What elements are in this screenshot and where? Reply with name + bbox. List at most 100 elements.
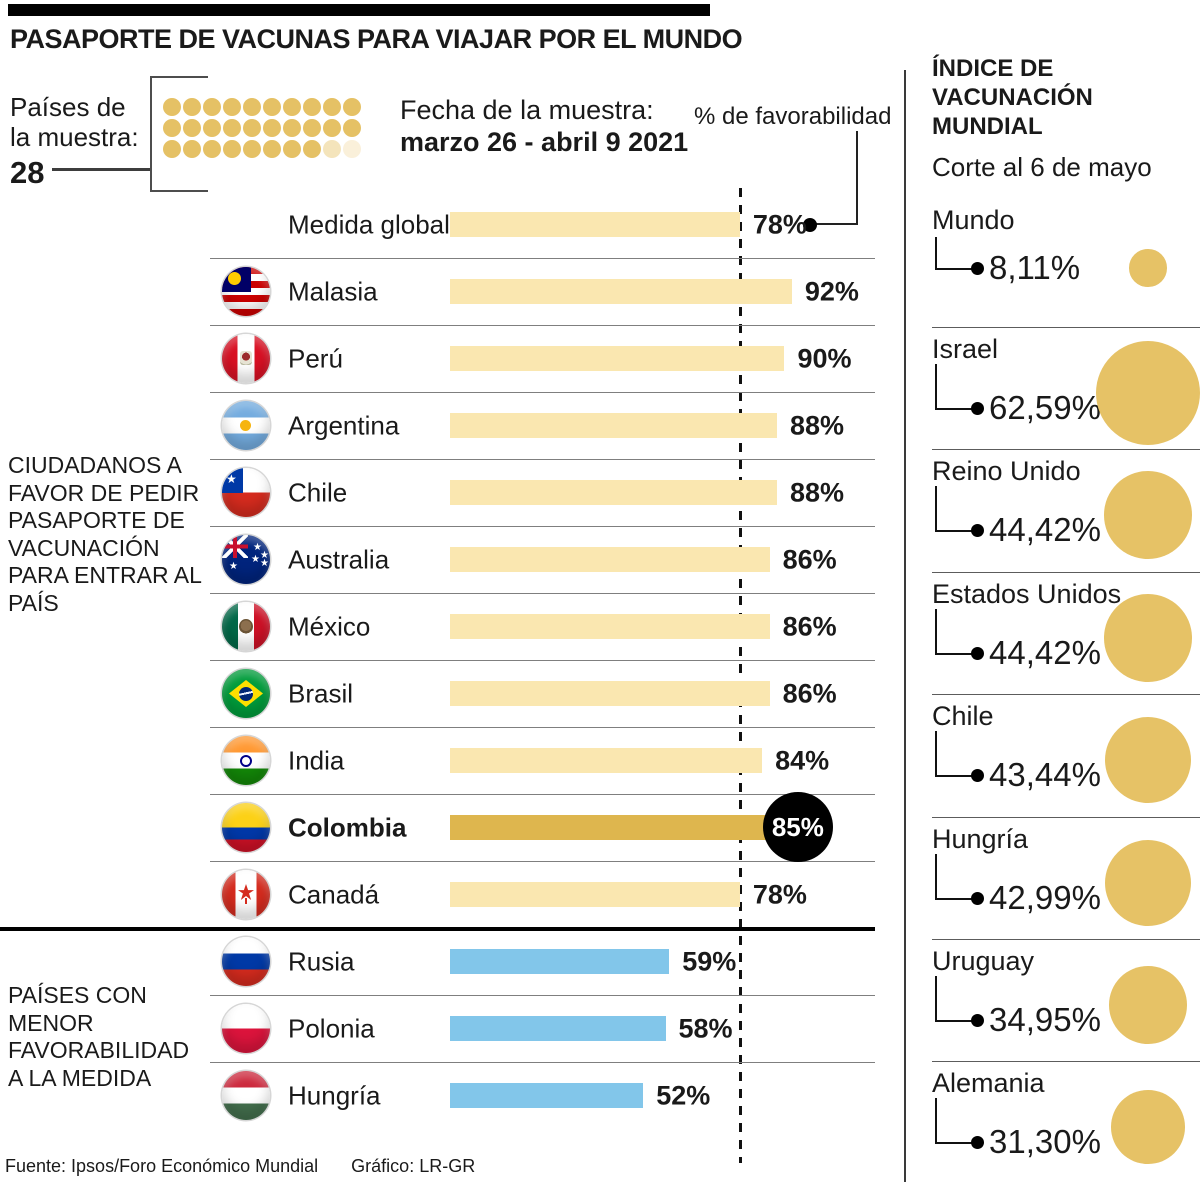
footer: Fuente: Ipsos/Foro Económico Mundial Grá… xyxy=(5,1156,503,1177)
entry-value-reino-unido: 44,42% xyxy=(989,511,1101,548)
bar-peru xyxy=(450,346,785,371)
vaccination-entry-chile: Chile 43,44% xyxy=(932,694,1200,818)
right-panel-title: ÍNDICE DE VACUNACIÓN MUNDIAL xyxy=(932,55,1093,140)
bar-malasia xyxy=(450,279,792,304)
bar-value-brasil: 86% xyxy=(782,678,837,708)
sample-dot xyxy=(263,119,281,137)
sample-dot xyxy=(183,119,201,137)
russia-flag-icon xyxy=(222,937,270,986)
hungary-flag-icon xyxy=(222,1071,270,1120)
sample-dot xyxy=(163,119,181,137)
entry-value-uruguay: 34,95% xyxy=(989,1001,1101,1038)
bar-label-medida-global: Medida global xyxy=(288,209,450,239)
vaccination-entry-mundo: Mundo 8,11% xyxy=(932,195,1200,327)
sample-dot xyxy=(343,119,361,137)
bar-row-mexico: México 86% xyxy=(210,593,875,661)
poland-flag-icon xyxy=(222,1004,270,1053)
bar-label-rusia: Rusia xyxy=(288,946,355,976)
entry-name-alemania: Alemania xyxy=(932,1068,1045,1098)
right-panel-divider xyxy=(904,70,906,1182)
vaccination-entry-reino-unido: Reino Unido 44,42% xyxy=(932,449,1200,573)
entry-value-chile: 43,44% xyxy=(989,756,1101,793)
sample-dot xyxy=(323,140,341,158)
bar-row-colombia: Colombia 85% xyxy=(210,792,875,862)
entry-connector-line-estados-unidos xyxy=(935,609,973,655)
entry-dot-israel xyxy=(971,401,984,415)
bar-value-argentina: 88% xyxy=(790,410,845,440)
vaccination-entry-israel: Israel 62,59% xyxy=(932,327,1200,450)
entry-circle-mundo xyxy=(1129,249,1167,287)
bar-hungria xyxy=(450,1083,644,1108)
bar-label-malasia: Malasia xyxy=(288,276,378,306)
bar-value-australia: 86% xyxy=(782,544,837,574)
sample-dot xyxy=(243,140,261,158)
footer-credit: Gráfico: LR-GR xyxy=(351,1156,476,1176)
argentina-flag-icon xyxy=(222,401,270,450)
sample-dots-bracket xyxy=(150,76,208,192)
bar-label-mexico: México xyxy=(288,611,371,641)
bar-row-medida-global: Medida global 78% xyxy=(210,191,875,259)
sample-dot xyxy=(303,119,321,137)
entry-name-hungria: Hungría xyxy=(932,824,1029,854)
entry-connector-line-reino-unido xyxy=(935,486,973,532)
entry-circle-chile xyxy=(1104,716,1192,804)
bar-row-polonia: Polonia 58% xyxy=(210,995,875,1063)
bar-row-rusia: Rusia 59% xyxy=(210,928,875,996)
right-panel-subtitle: Corte al 6 de mayo xyxy=(932,152,1152,182)
bar-row-australia: Australia 86% xyxy=(210,526,875,594)
sample-dot xyxy=(183,98,201,116)
sample-dot xyxy=(303,98,321,116)
bar-label-brasil: Brasil xyxy=(288,678,354,708)
colombia-flag-icon xyxy=(222,803,270,852)
footer-source: Fuente: Ipsos/Foro Económico Mundial xyxy=(5,1156,319,1176)
entry-circle-uruguay xyxy=(1109,966,1187,1044)
bar-value-mexico: 86% xyxy=(782,611,837,641)
title-accent-bar xyxy=(8,4,710,16)
bar-value-canada: 78% xyxy=(752,879,807,909)
sample-dot xyxy=(223,119,241,137)
sample-dot xyxy=(183,140,201,158)
bar-value-polonia: 58% xyxy=(678,1013,733,1043)
entry-name-reino-unido: Reino Unido xyxy=(932,456,1081,486)
favorability-annotation-dot xyxy=(803,218,817,232)
bar-mexico xyxy=(450,614,770,639)
entry-name-mundo: Mundo xyxy=(932,205,1015,235)
sample-dot xyxy=(263,98,281,116)
bar-canada xyxy=(450,882,740,907)
bar-row-hungria: Hungría 52% xyxy=(210,1062,875,1129)
entry-value-alemania: 31,30% xyxy=(989,1123,1101,1160)
entry-circle-israel xyxy=(1096,341,1200,445)
sample-size-label: Países de la muestra: 28 xyxy=(10,92,150,188)
bar-brasil xyxy=(450,681,770,706)
bar-label-peru: Perú xyxy=(288,343,343,373)
bar-value-india: 84% xyxy=(775,745,830,775)
bar-label-india: India xyxy=(288,745,345,775)
india-flag-icon xyxy=(222,736,270,785)
entry-dot-hungria xyxy=(971,891,984,905)
entry-connector-line-hungria xyxy=(935,854,973,900)
sample-dot xyxy=(203,98,221,116)
entry-connector-line-chile xyxy=(935,731,973,777)
bar-india xyxy=(450,748,763,773)
entry-circle-estados-unidos xyxy=(1104,594,1192,682)
bar-value-malasia: 92% xyxy=(804,276,859,306)
canada-flag-icon xyxy=(222,870,270,919)
bar-label-hungria: Hungría xyxy=(288,1080,381,1110)
entry-connector-line-uruguay xyxy=(935,976,973,1022)
entry-connector-line-mundo xyxy=(935,237,973,270)
page-title: PASAPORTE DE VACUNAS PARA VIAJAR POR EL … xyxy=(10,24,743,54)
bar-rusia xyxy=(450,949,670,974)
sample-size-count: 28 xyxy=(10,155,45,190)
sample-date: Fecha de la muestra: marzo 26 - abril 9 … xyxy=(400,94,688,158)
entry-name-chile: Chile xyxy=(932,701,994,731)
sample-dot xyxy=(323,98,341,116)
bar-argentina xyxy=(450,413,777,438)
entry-dot-mundo xyxy=(971,261,984,275)
entry-value-hungria: 42,99% xyxy=(989,879,1101,916)
entry-circle-reino-unido xyxy=(1104,471,1192,559)
sample-dot xyxy=(163,140,181,158)
sample-dot xyxy=(263,140,281,158)
sample-dots xyxy=(163,98,363,158)
entry-dot-chile xyxy=(971,768,984,782)
entry-dot-estados-unidos xyxy=(971,646,984,660)
